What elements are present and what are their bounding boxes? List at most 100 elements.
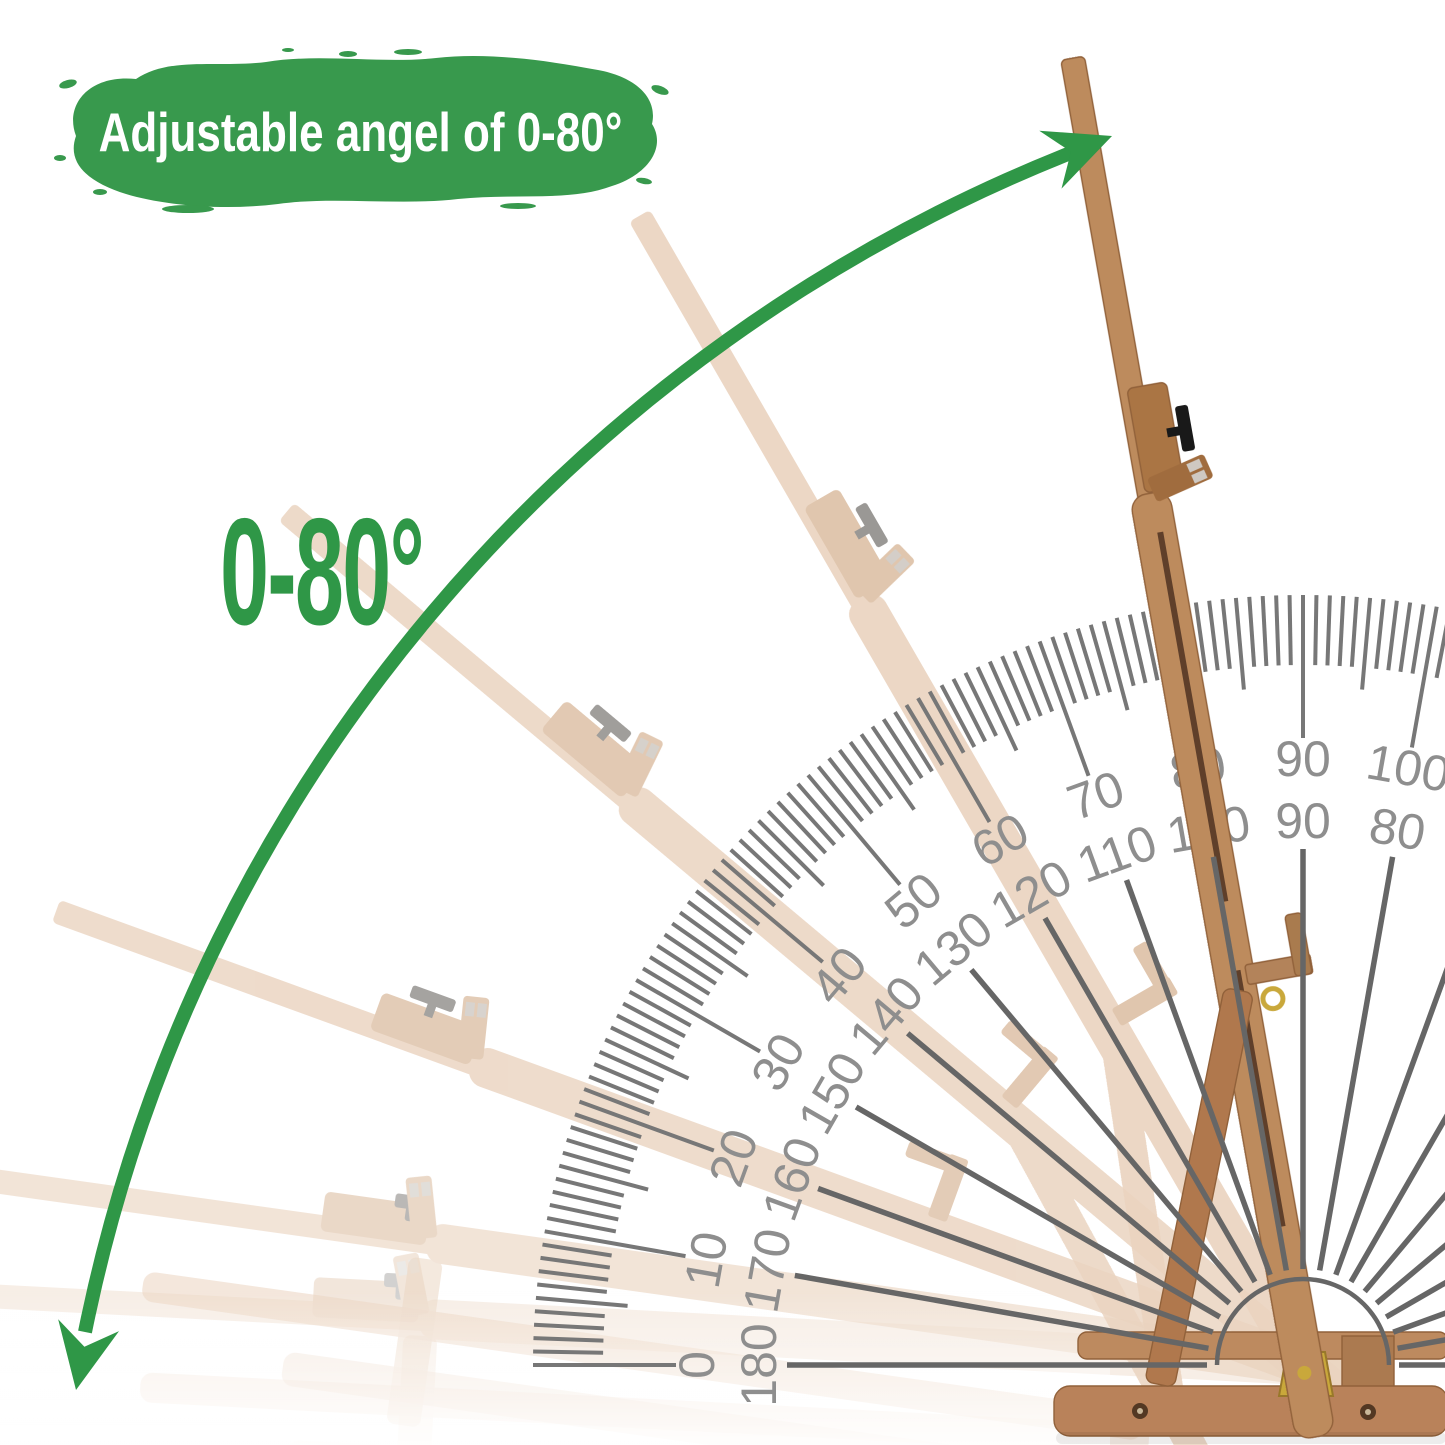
tick-mark	[616, 1013, 681, 1049]
brass-ring	[1260, 986, 1286, 1012]
tick-mark	[656, 943, 718, 986]
tick-mark	[583, 1087, 651, 1117]
tick-mark	[703, 878, 761, 927]
tick-mark	[786, 791, 837, 847]
mast-groove	[1157, 531, 1229, 902]
screw	[1137, 1408, 1143, 1414]
tick-mark	[538, 1269, 609, 1282]
tick-mark	[574, 1112, 642, 1139]
tick-mark	[904, 703, 945, 767]
tick-mark	[546, 1216, 617, 1234]
tick-mark	[598, 1049, 665, 1083]
tick-mark	[738, 838, 793, 890]
hook-clip	[420, 1181, 432, 1197]
angle-arc	[78, 145, 1076, 1334]
tick-mark	[540, 1255, 611, 1270]
tick-mark	[951, 678, 987, 743]
protractor-number: 90	[1275, 731, 1331, 787]
tick-mark	[711, 868, 824, 964]
tick-mark	[975, 666, 1019, 752]
protractor-ticks	[533, 595, 1445, 1367]
hook-clip	[408, 1182, 420, 1198]
protractor-number: 180	[731, 1323, 787, 1406]
clamp-block	[805, 490, 889, 598]
ray	[1348, 1113, 1445, 1284]
tick-mark	[695, 889, 753, 936]
clamp-knob-icon	[409, 985, 456, 1012]
tick-mark	[552, 1189, 622, 1210]
tick-mark	[544, 1229, 686, 1259]
tick-mark	[610, 1025, 675, 1060]
tick-mark	[1374, 599, 1386, 670]
tick-mark	[1088, 624, 1112, 693]
tick-mark	[1287, 595, 1293, 666]
tick-mark	[848, 740, 894, 800]
tick-mark	[729, 848, 785, 899]
tick-mark	[1127, 614, 1148, 684]
tick-mark	[635, 978, 762, 1054]
clamp-knob-icon	[855, 503, 888, 548]
brush-stroke-background	[54, 48, 669, 213]
tick-mark	[806, 773, 902, 886]
tick-mark	[1325, 595, 1332, 666]
tick-mark	[537, 1282, 608, 1294]
clamp-knob-icon	[1175, 404, 1195, 452]
canvas-hook	[614, 732, 663, 797]
protractor-hub	[1214, 1276, 1392, 1366]
hook-clip	[885, 548, 902, 566]
screw	[1365, 1409, 1371, 1415]
protractor-number: 80	[1365, 797, 1430, 862]
angle-range-label: 0-80°	[220, 487, 425, 657]
tick-mark	[562, 1150, 631, 1174]
tick-mark	[533, 1322, 605, 1331]
canvas-hook	[854, 544, 915, 603]
tick-mark	[1398, 602, 1413, 673]
tick-mark	[827, 757, 874, 815]
mast-upper	[0, 1169, 456, 1257]
clamp-knob-icon	[589, 704, 632, 742]
tick-mark	[796, 782, 846, 839]
tick-mark	[1349, 596, 1359, 667]
tick-mark	[1233, 597, 1246, 690]
hook-clip	[1191, 469, 1208, 484]
tick-mark	[622, 1001, 686, 1039]
ray	[1362, 1191, 1445, 1294]
tick-mark	[1037, 640, 1091, 777]
tick-mark	[893, 710, 934, 773]
protractor-number: 10	[674, 1228, 739, 1293]
tick-mark	[1360, 597, 1373, 690]
tick-mark	[757, 819, 825, 887]
tick-mark	[766, 809, 819, 863]
tick-mark	[1012, 650, 1043, 717]
base-bar	[1053, 1385, 1445, 1437]
tick-mark	[534, 1309, 605, 1319]
tick-mark	[578, 1099, 715, 1153]
tick-mark	[628, 989, 692, 1028]
tick-mark	[686, 900, 746, 946]
ray	[905, 1031, 1232, 1306]
ray	[969, 967, 1244, 1294]
base-shadow	[1056, 1432, 1445, 1444]
tick-mark	[859, 733, 916, 811]
tick-mark	[720, 858, 777, 908]
tick-mark	[1313, 595, 1319, 666]
tick-mark	[939, 684, 977, 748]
tick-mark	[963, 672, 998, 737]
tick-mark	[593, 1062, 660, 1094]
tick-mark	[776, 800, 828, 855]
ray	[817, 1185, 1214, 1335]
tick-mark	[1050, 636, 1077, 704]
tray-lip	[905, 1141, 968, 1177]
tick-mark	[816, 765, 865, 823]
tick-mark	[535, 1295, 628, 1308]
ray	[854, 1104, 1222, 1320]
tick-mark	[566, 1137, 635, 1163]
tick-mark	[1220, 599, 1232, 670]
hook-clip	[476, 1003, 487, 1018]
tick-mark	[1386, 600, 1399, 671]
tick-mark	[1247, 596, 1257, 667]
ray	[1123, 879, 1273, 1276]
tick-mark	[1207, 600, 1220, 671]
